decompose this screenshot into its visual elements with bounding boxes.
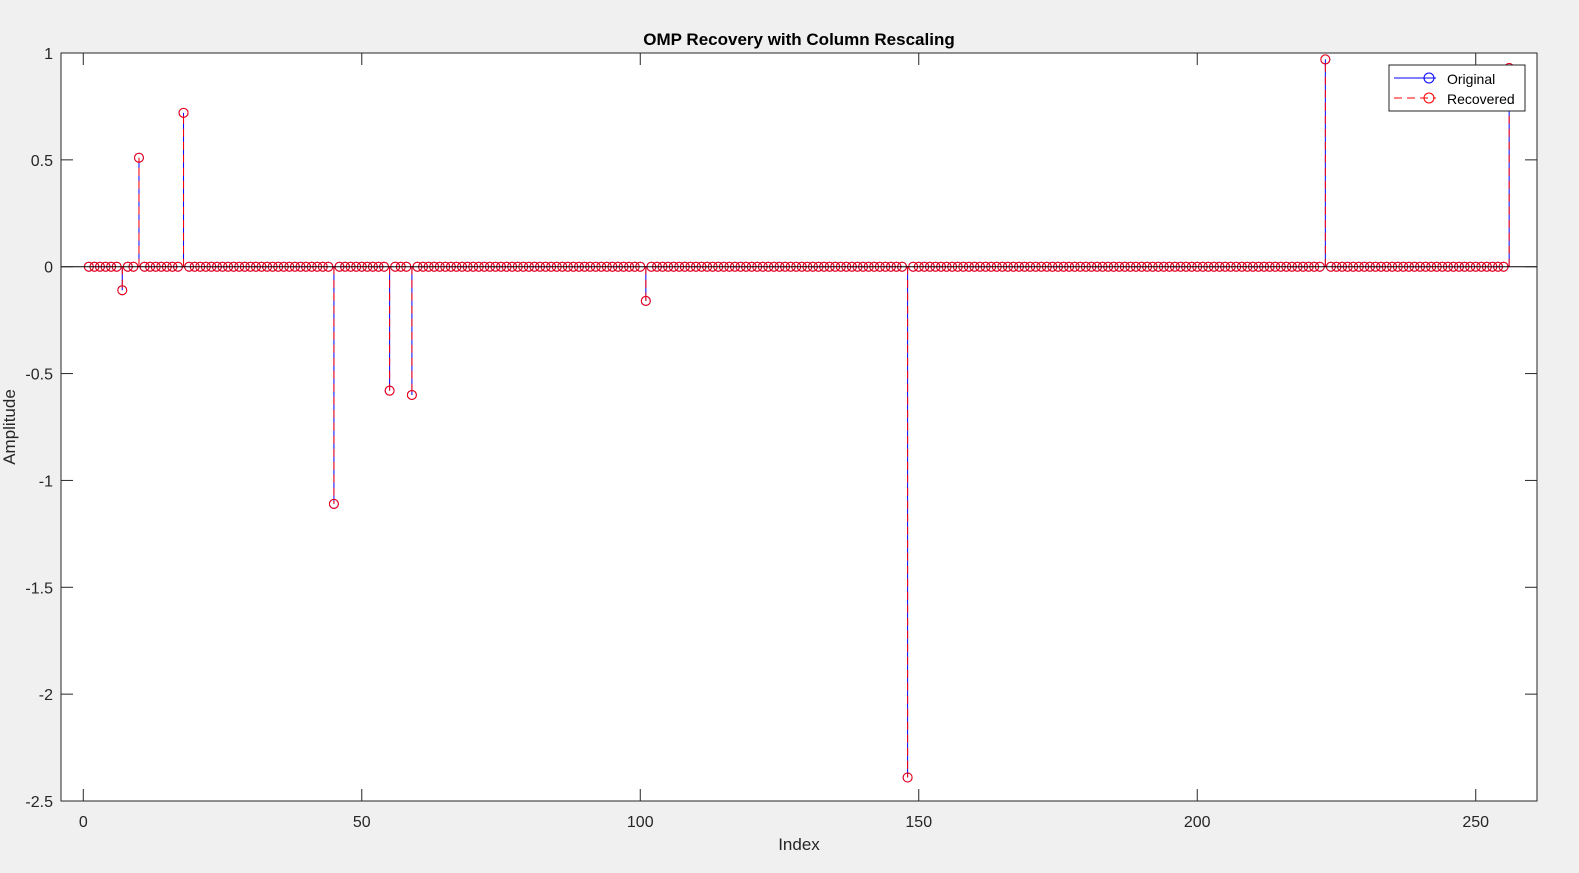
axes-box: [60, 52, 1538, 802]
legend-recovered-marker: [1423, 92, 1435, 104]
recovered-marker: [406, 389, 417, 400]
y-tick-label: 0.5: [31, 153, 53, 170]
y-tick-label: 0: [44, 260, 53, 277]
x-tick-label: 50: [353, 814, 371, 831]
x-axis-label: Index: [778, 835, 820, 854]
recovered-marker: [133, 152, 144, 163]
legend: Original Recovered: [1388, 64, 1526, 112]
y-tick-label: -1.5: [25, 580, 53, 597]
legend-box: [1388, 64, 1526, 112]
recovered-marker: [328, 498, 339, 509]
recovered-marker: [384, 385, 395, 396]
recovered-marker: [640, 295, 651, 306]
recovered-marker: [902, 772, 913, 783]
y-tick-label: -0.5: [25, 367, 53, 384]
legend-original-marker: [1423, 72, 1435, 84]
stems-layer: [121, 59, 1510, 778]
y-tick-label: -2.5: [25, 794, 53, 811]
legend-recovered-label: Recovered: [1447, 91, 1515, 107]
x-tick-label: 250: [1462, 814, 1489, 831]
x-tick-label: 0: [79, 814, 88, 831]
recovered-marker: [117, 285, 128, 296]
x-tick-label: 150: [905, 814, 932, 831]
y-axis-label: Amplitude: [0, 389, 19, 465]
recovered-marker: [1320, 54, 1331, 65]
x-tick-label: 100: [627, 814, 654, 831]
y-tick-label: 1: [44, 46, 53, 63]
recovered-marker: [178, 107, 189, 118]
ticks-layer: 0 50 100 150 200 250 1 0.5 0 -0.5 -1 -1.5 -2 -2.5: [25, 46, 1537, 831]
legend-original-label: Original: [1447, 71, 1495, 87]
chart-title: OMP Recovery with Column Rescaling: [643, 30, 954, 49]
axes-background: [61, 53, 1537, 801]
y-tick-label: -2: [39, 687, 53, 704]
x-tick-label: 200: [1184, 814, 1211, 831]
y-tick-label: -1: [39, 473, 53, 490]
